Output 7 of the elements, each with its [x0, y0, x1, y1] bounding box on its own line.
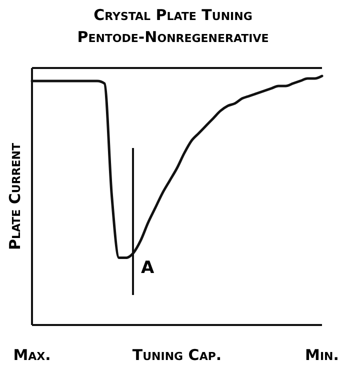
x-tick-label: Min. — [305, 346, 339, 364]
x-axis-title: Tuning Cap. — [132, 346, 222, 364]
annotation: A — [141, 258, 155, 278]
y-axis-title: Plate Current — [6, 142, 24, 250]
chart-title: Crystal Plate Tuning — [94, 6, 252, 24]
chart-subtitle: Pentode-Nonregenerative — [77, 28, 269, 46]
x-tick-label: Max. — [13, 346, 51, 364]
